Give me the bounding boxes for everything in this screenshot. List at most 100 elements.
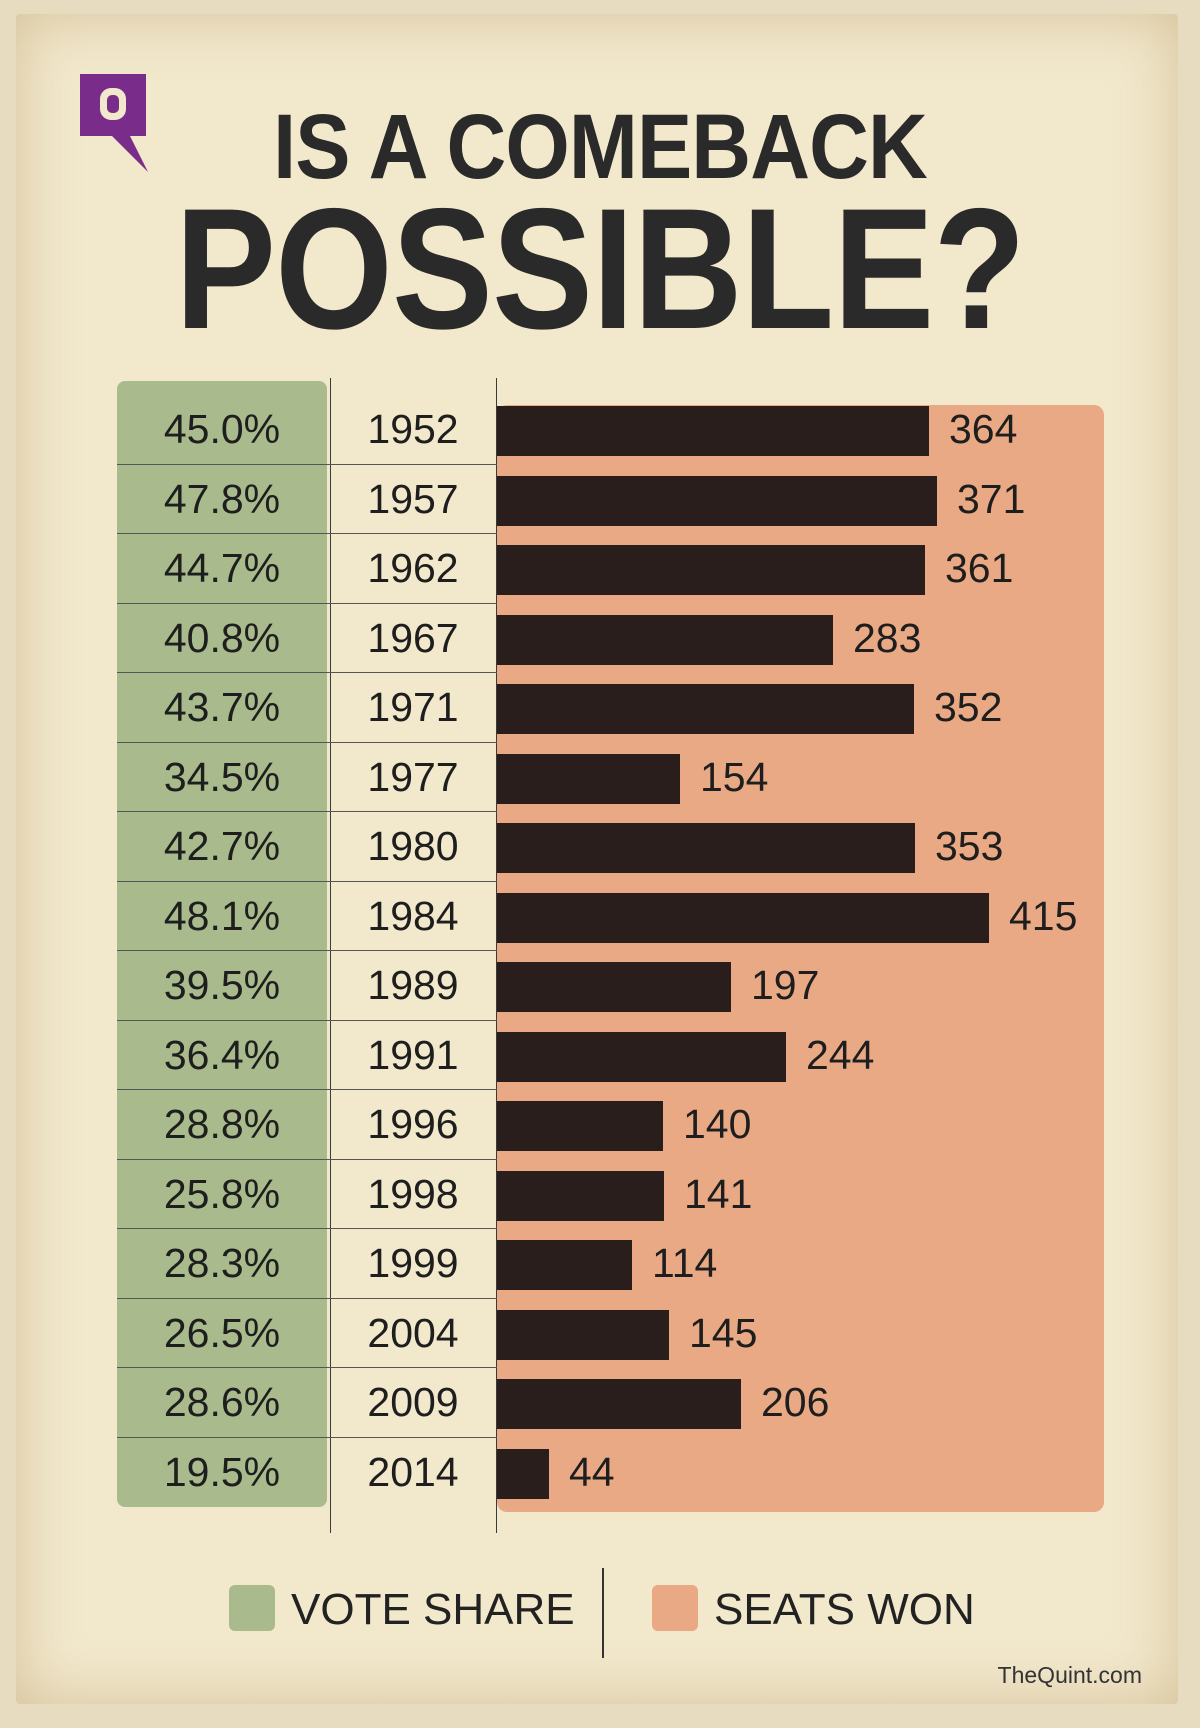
year-label: 1957 <box>367 475 459 522</box>
seats-value-label: 140 <box>683 1101 752 1147</box>
chart-row: 42.7% 1980 353 <box>117 811 1104 881</box>
vote-share-column-bg <box>117 381 327 1507</box>
vote-share-label: 28.8% <box>163 1101 281 1147</box>
seats-bar <box>497 1240 632 1290</box>
year-label: 1999 <box>367 1240 459 1286</box>
chart-row: 28.3% 1999 114 <box>117 1228 1104 1298</box>
year-label: 1989 <box>367 962 459 1008</box>
seats-value-label: 352 <box>934 684 1003 730</box>
row-divider <box>117 1297 497 1299</box>
chart-row: 19.5% 2014 44 <box>117 1436 1104 1507</box>
seats-value-label: 361 <box>945 545 1014 591</box>
year-label: 1996 <box>367 1101 459 1147</box>
vote-share-label: 28.3% <box>163 1240 281 1286</box>
row-divider <box>117 463 497 465</box>
seats-bar <box>497 823 915 873</box>
chart-row: 47.8% 1957 371 <box>117 463 1104 534</box>
chart-row: 36.4% 1991 244 <box>117 1019 1104 1090</box>
seats-bar <box>497 684 914 734</box>
chart-row: 44.7% 1962 361 <box>117 533 1104 603</box>
seats-value-label: 244 <box>806 1031 875 1078</box>
chart-row: 25.8% 1998 141 <box>117 1158 1104 1229</box>
row-divider <box>117 950 497 951</box>
row-divider <box>117 1019 497 1021</box>
vote-share-label: 26.5% <box>163 1309 281 1356</box>
chart-row: 34.5% 1977 154 <box>117 741 1104 812</box>
seats-won-swatch <box>652 1585 698 1631</box>
seats-value-label: 415 <box>1009 892 1078 939</box>
column-divider <box>496 378 497 1533</box>
seats-value-label: 371 <box>957 475 1026 522</box>
year-label: 1967 <box>367 614 459 661</box>
seats-bar <box>497 962 731 1012</box>
quint-logo-icon <box>80 74 148 172</box>
vote-share-label: 28.6% <box>163 1379 281 1425</box>
row-divider <box>117 1436 497 1438</box>
seats-bar <box>497 475 937 526</box>
chart-row: 48.1% 1984 415 <box>117 880 1104 951</box>
vote-share-label: 45.0% <box>163 406 281 452</box>
year-label: 1980 <box>367 823 459 869</box>
vote-share-swatch <box>229 1585 275 1631</box>
chart-title-line1: IS A COMEBACK <box>273 96 928 198</box>
row-divider <box>117 880 497 882</box>
legend-divider <box>602 1568 604 1658</box>
vote-share-label: 44.7% <box>163 545 281 591</box>
seats-value-label: 364 <box>949 406 1018 452</box>
chart-row: 43.7% 1971 352 <box>117 672 1104 742</box>
seats-value-label: 114 <box>652 1240 718 1286</box>
vote-share-label: 47.8% <box>163 475 281 522</box>
seats-value-label: 44 <box>569 1448 615 1495</box>
year-label: 1971 <box>367 684 459 730</box>
chart-row: 39.5% 1989 197 <box>117 950 1104 1020</box>
seats-value-label: 141 <box>684 1170 753 1217</box>
seats-bar <box>497 1170 664 1221</box>
seats-bar <box>497 1309 669 1360</box>
year-label: 2009 <box>367 1379 459 1425</box>
seats-bar <box>497 892 989 943</box>
vote-share-label: 39.5% <box>163 962 281 1008</box>
year-label: 1977 <box>367 753 459 800</box>
source-credit: TheQuint.com <box>997 1662 1142 1688</box>
vote-share-label: 19.5% <box>163 1448 281 1495</box>
year-label: 1984 <box>367 892 459 939</box>
seats-bar <box>497 753 680 804</box>
chart-row: 40.8% 1967 283 <box>117 602 1104 673</box>
seats-bar <box>497 1101 663 1151</box>
seats-bar <box>497 406 929 456</box>
row-divider <box>117 1158 497 1160</box>
year-label: 1998 <box>367 1170 459 1217</box>
row-divider <box>117 602 497 604</box>
seats-bar <box>497 614 833 665</box>
seats-value-label: 283 <box>853 614 922 661</box>
row-divider <box>117 1367 497 1368</box>
row-divider <box>117 1089 497 1090</box>
seats-bar <box>497 1031 786 1082</box>
seats-bar <box>497 1448 549 1499</box>
vote-share-label: 36.4% <box>163 1031 281 1078</box>
seats-value-label: 197 <box>751 962 820 1008</box>
vote-share-label: 34.5% <box>163 753 281 800</box>
row-divider <box>117 672 497 673</box>
year-label: 1991 <box>367 1031 459 1078</box>
year-label: 2014 <box>367 1448 459 1495</box>
seats-value-label: 206 <box>761 1379 830 1425</box>
vote-share-label: 48.1% <box>163 892 281 939</box>
seats-bar <box>497 1379 741 1429</box>
year-label: 2004 <box>367 1309 459 1356</box>
row-divider <box>117 741 497 743</box>
seats-value-label: 353 <box>935 823 1004 869</box>
row-divider <box>117 1228 497 1229</box>
chart-row: 28.8% 1996 140 <box>117 1089 1104 1159</box>
chart-row: 26.5% 2004 145 <box>117 1297 1104 1368</box>
year-label: 1952 <box>367 406 459 452</box>
row-divider <box>117 533 497 534</box>
vote-share-label: 25.8% <box>163 1170 281 1217</box>
row-divider <box>117 811 497 812</box>
legend-seats-won-label: SEATS WON <box>714 1585 975 1634</box>
vote-share-label: 40.8% <box>163 614 281 661</box>
seats-value-label: 154 <box>700 753 769 800</box>
seats-bar <box>497 545 925 595</box>
column-divider <box>330 378 331 1533</box>
chart-row: 28.6% 2009 206 <box>117 1367 1104 1437</box>
